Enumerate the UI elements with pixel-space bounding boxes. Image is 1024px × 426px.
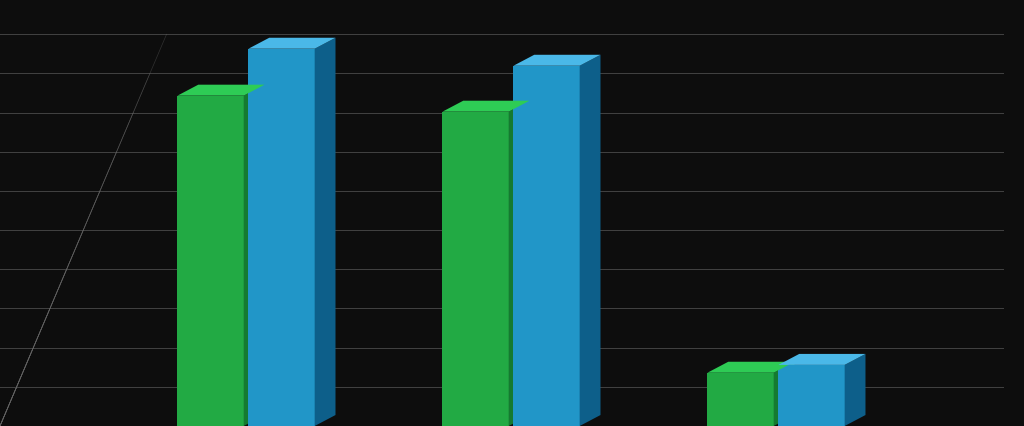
Polygon shape xyxy=(580,56,600,426)
Polygon shape xyxy=(774,362,795,426)
Polygon shape xyxy=(778,354,865,365)
Polygon shape xyxy=(513,56,600,66)
Polygon shape xyxy=(845,354,865,426)
Polygon shape xyxy=(177,86,264,96)
Polygon shape xyxy=(249,49,314,426)
Polygon shape xyxy=(509,101,529,426)
Polygon shape xyxy=(314,39,336,426)
Polygon shape xyxy=(177,96,244,426)
Polygon shape xyxy=(442,112,509,426)
Polygon shape xyxy=(249,39,336,49)
Polygon shape xyxy=(778,365,845,426)
Polygon shape xyxy=(513,66,580,426)
Polygon shape xyxy=(708,373,774,426)
Polygon shape xyxy=(442,101,529,112)
Polygon shape xyxy=(244,86,264,426)
Polygon shape xyxy=(708,362,795,373)
